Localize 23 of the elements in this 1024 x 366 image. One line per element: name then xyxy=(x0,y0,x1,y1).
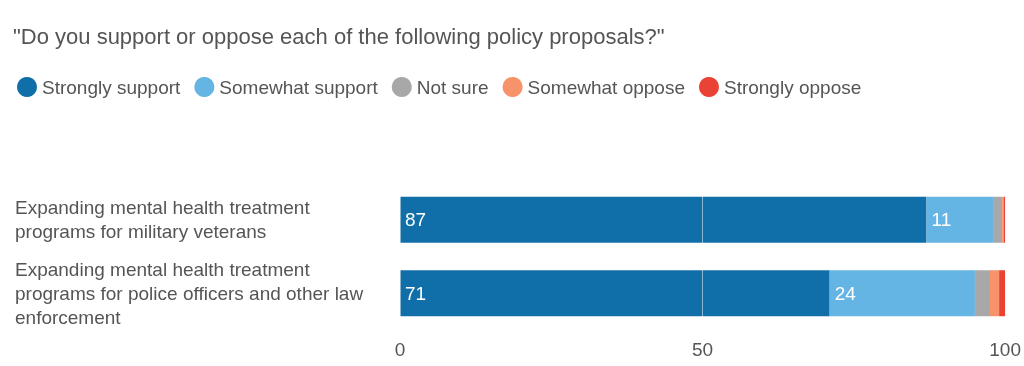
x-tick-label: 50 xyxy=(692,339,714,360)
x-tick-label: 100 xyxy=(989,339,1021,360)
bar xyxy=(926,196,994,243)
legend-label: Strongly oppose xyxy=(723,76,862,98)
bar xyxy=(829,270,975,317)
data-label: 87 xyxy=(405,209,427,231)
bar xyxy=(993,196,1003,243)
x-tick-label: 0 xyxy=(394,339,406,360)
legend-label: Somewhat oppose xyxy=(527,76,685,98)
legend-label: Strongly support xyxy=(42,76,182,98)
y-tick-label: Expanding mental health treatment programs for military veterans xyxy=(15,197,315,243)
chart-title: "Do you support or oppose each of the following policy proposals?" xyxy=(13,23,665,49)
bar xyxy=(400,196,927,243)
bar xyxy=(999,270,1006,317)
legend-label: Not sure xyxy=(416,76,489,98)
legend-label: Somewhat support xyxy=(219,76,379,98)
data-label: 71 xyxy=(405,282,427,304)
data-label: 24 xyxy=(834,282,857,304)
y-tick-label: Expanding mental health treatment programs for police officers and other law enforcement xyxy=(15,258,369,328)
data-label: 11 xyxy=(931,209,952,231)
bar xyxy=(974,270,991,317)
bar xyxy=(400,270,830,317)
bar xyxy=(990,270,1000,317)
